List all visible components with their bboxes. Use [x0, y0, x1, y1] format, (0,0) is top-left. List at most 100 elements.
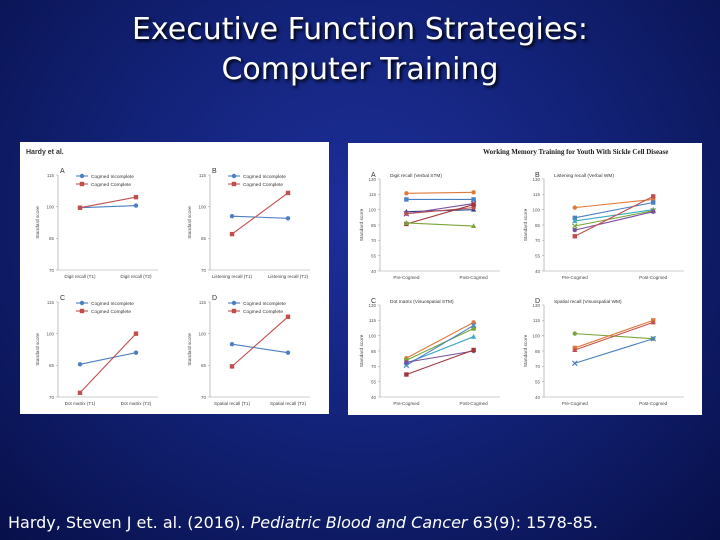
- x-tick-label: Digit recall (T1): [64, 274, 96, 279]
- chart-title: Digit recall (Verbal STM): [390, 173, 442, 179]
- series-line: [574, 211, 654, 231]
- y-tick-label: 55: [535, 253, 541, 258]
- y-tick-label: 100: [198, 204, 206, 209]
- series-line: [231, 316, 289, 367]
- series-line: [406, 328, 474, 361]
- y-tick-label: 115: [199, 173, 207, 178]
- series-line: [406, 204, 474, 225]
- citation: Hardy, Steven J et. al. (2016). Pediatri…: [8, 513, 598, 532]
- x-tick-label: Post-Cogmed: [639, 275, 668, 280]
- series-line: [574, 201, 654, 219]
- series-line: [574, 195, 654, 237]
- y-axis-label: Standard score: [35, 333, 41, 366]
- data-point: [572, 234, 577, 239]
- y-tick-label: 70: [371, 364, 377, 369]
- series-line: [79, 333, 137, 394]
- data-point: [229, 342, 235, 347]
- data-point: [572, 347, 578, 352]
- y-axis-label: Standard score: [35, 206, 41, 239]
- y-tick-label: 115: [47, 300, 55, 305]
- data-point: [133, 331, 139, 336]
- data-point: [470, 322, 477, 329]
- y-tick-label: 40: [371, 395, 377, 400]
- chart-l-b: 70 85 100 115 Standard score Listening recall…: [187, 168, 310, 279]
- chart-l-a: 70 85 100 115 Standard score Digit recall (T1…: [35, 168, 158, 279]
- y-axis-label: Standard score: [523, 208, 529, 241]
- data-point: [285, 350, 291, 355]
- chart-l-d: 70 85 100 115 Standard score Spatial recall (…: [187, 295, 310, 406]
- y-tick-label: 85: [371, 223, 377, 228]
- legend-label: Cogmed Incomplete: [243, 174, 286, 180]
- data-point: [229, 364, 235, 369]
- data-point: [471, 320, 476, 325]
- data-point: [229, 231, 235, 237]
- panel-letter: B: [212, 168, 217, 175]
- chart-r-a: 40 55 70 85 100 115 130 Standard score Pre-Cogme…: [359, 172, 500, 280]
- series-line: [406, 324, 474, 366]
- data-point: [651, 209, 656, 214]
- x-tick-label: Pre-Cogmed: [562, 275, 588, 280]
- y-tick-label: 100: [368, 207, 376, 212]
- data-point: [471, 202, 476, 207]
- y-tick-label: 115: [199, 300, 207, 305]
- y-tick-label: 40: [371, 269, 377, 274]
- y-tick-label: 70: [49, 395, 55, 400]
- y-tick-label: 130: [532, 303, 540, 308]
- data-point: [133, 194, 139, 200]
- y-tick-label: 100: [198, 331, 206, 336]
- chart-r-d: 40 55 70 85 100 115 130 Standard score Pre-Cogme…: [523, 298, 684, 406]
- y-axis-label: Standard score: [187, 206, 193, 239]
- legend-marker: [231, 300, 237, 306]
- y-tick-label: 100: [532, 333, 540, 338]
- series-line: [406, 207, 474, 215]
- y-tick-label: 85: [49, 363, 55, 368]
- legend-label: Cogmed Complete: [91, 309, 131, 315]
- data-point: [471, 197, 476, 202]
- data-point: [404, 372, 409, 377]
- data-point: [285, 314, 291, 319]
- citation-journal: Pediatric Blood and Cancer: [250, 513, 468, 532]
- left-figure-svg: Hardy et al. 70 85 100 115 Standard score Dig…: [26, 149, 310, 406]
- data-point: [650, 319, 656, 325]
- panel-letter: B: [535, 172, 540, 179]
- data-point: [571, 360, 578, 367]
- data-point: [404, 191, 409, 196]
- legend-label: Cogmed Complete: [243, 309, 283, 315]
- y-tick-label: 100: [46, 204, 54, 209]
- slide-title-line2: Computer Training: [221, 52, 499, 87]
- data-point: [471, 190, 476, 195]
- legend-marker: [231, 181, 237, 187]
- x-tick-label: Digit recall (T2): [120, 274, 152, 279]
- series-line: [406, 321, 474, 359]
- y-tick-label: 55: [371, 253, 377, 258]
- y-tick-label: 55: [371, 379, 377, 384]
- series-line: [574, 338, 654, 364]
- y-tick-label: 130: [368, 177, 376, 182]
- data-point: [572, 205, 577, 210]
- x-tick-label: Pre-Cogmed: [562, 401, 588, 406]
- y-tick-label: 115: [533, 192, 541, 197]
- x-tick-label: Dot matrix (T2): [121, 401, 152, 406]
- right-figure-svg: Working Memory Training for Youth With S…: [359, 148, 684, 406]
- y-axis-label: Standard score: [359, 334, 365, 367]
- y-axis-label: Standard score: [523, 334, 529, 367]
- x-tick-label: Post-Cogmed: [639, 401, 668, 406]
- slide-title: Executive Function Strategies: Computer …: [0, 10, 720, 90]
- legend-label: Cogmed Incomplete: [243, 301, 286, 307]
- y-tick-label: 85: [201, 236, 207, 241]
- y-tick-label: 85: [201, 363, 207, 368]
- legend-label: Cogmed Incomplete: [91, 301, 134, 307]
- legend-marker: [79, 181, 85, 187]
- y-tick-label: 70: [201, 268, 207, 273]
- x-tick-label: Spatial recall (T2): [270, 401, 306, 406]
- panel-letter: A: [60, 168, 65, 175]
- legend-label: Cogmed Incomplete: [91, 174, 134, 180]
- y-tick-label: 115: [47, 173, 55, 178]
- panel-letter: C: [371, 298, 376, 305]
- series-line: [574, 209, 654, 222]
- data-point: [77, 362, 83, 367]
- chart-title: Listening recall (Verbal WM): [554, 173, 614, 179]
- chart-title: Dot matrix (Visuospatial STM): [390, 299, 454, 305]
- chart-r-b: 40 55 70 85 100 115 130 Standard score Pre-Cogme…: [523, 172, 684, 280]
- y-tick-label: 70: [201, 395, 207, 400]
